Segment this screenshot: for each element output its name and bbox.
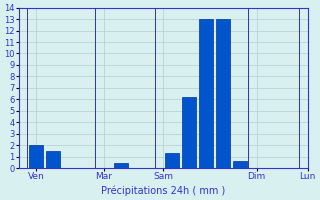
X-axis label: Précipitations 24h ( mm ): Précipitations 24h ( mm ) [101,185,225,196]
Bar [29,145,43,168]
Bar [182,97,196,168]
Bar [165,153,179,168]
Bar [199,19,212,168]
Bar [114,163,128,168]
Bar [46,151,60,168]
Bar [216,19,229,168]
Bar [233,161,246,168]
